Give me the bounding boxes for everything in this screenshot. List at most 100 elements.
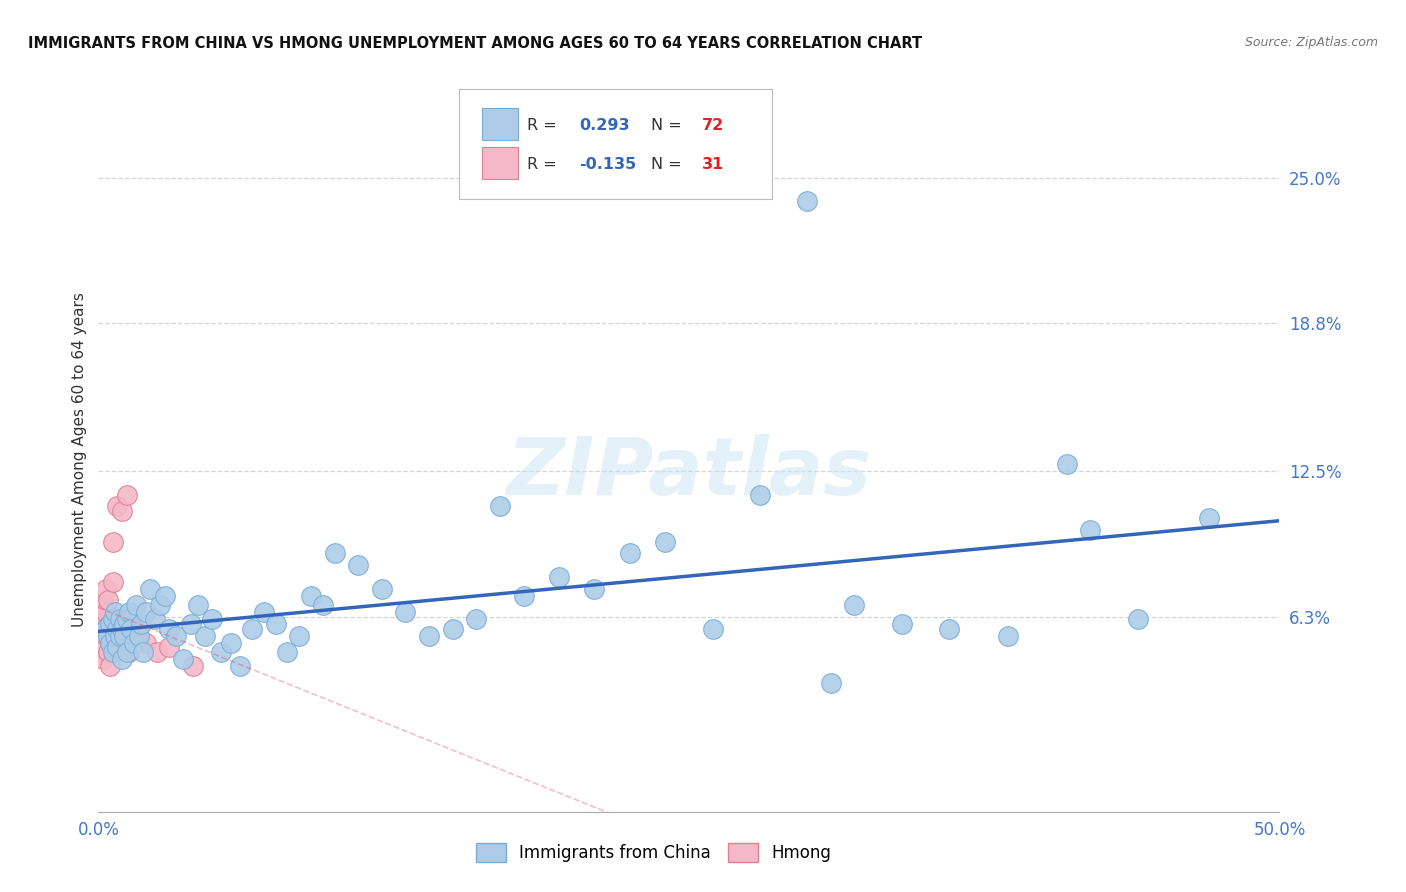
Point [90, 616, 112, 631]
Point [105, 622, 128, 636]
Point [512, 589, 534, 603]
Point [441, 622, 464, 636]
Text: R =: R = [527, 157, 562, 172]
Point [132, 645, 155, 659]
Point [890, 616, 912, 631]
Point [1056, 457, 1078, 471]
Point [97, 622, 120, 636]
Point [125, 598, 148, 612]
Text: R =: R = [527, 118, 562, 133]
Text: ZIPatlas: ZIPatlas [506, 434, 872, 513]
Point [702, 622, 724, 636]
Point [104, 628, 127, 642]
Point [229, 659, 252, 673]
Point [157, 640, 180, 655]
Point [97, 645, 120, 659]
Point [201, 612, 224, 626]
Point [748, 487, 770, 501]
Point [288, 628, 311, 642]
Point [112, 622, 135, 636]
Point [1198, 511, 1220, 525]
Point [323, 546, 346, 560]
Point [105, 500, 128, 514]
Y-axis label: Unemployment Among Ages 60 to 64 years: Unemployment Among Ages 60 to 64 years [72, 292, 87, 627]
Point [101, 645, 124, 659]
Point [135, 605, 157, 619]
Point [90, 640, 112, 655]
Point [548, 570, 571, 584]
Point [418, 628, 440, 642]
FancyBboxPatch shape [482, 146, 517, 179]
Point [115, 645, 138, 659]
Point [129, 616, 152, 631]
Point [97, 628, 120, 642]
Point [165, 628, 187, 642]
Point [796, 194, 818, 208]
Point [97, 593, 120, 607]
Point [135, 635, 157, 649]
Text: N =: N = [651, 157, 688, 172]
Point [489, 500, 512, 514]
Point [253, 605, 276, 619]
Text: N =: N = [651, 118, 688, 133]
Point [209, 645, 232, 659]
Point [115, 612, 138, 626]
Point [128, 628, 150, 642]
Point [98, 616, 121, 631]
Text: IMMIGRANTS FROM CHINA VS HMONG UNEMPLOYMENT AMONG AGES 60 TO 64 YEARS CORRELATIO: IMMIGRANTS FROM CHINA VS HMONG UNEMPLOYM… [28, 36, 922, 51]
Point [115, 487, 138, 501]
Point [112, 628, 135, 642]
Text: Source: ZipAtlas.com: Source: ZipAtlas.com [1244, 36, 1378, 49]
Point [111, 504, 134, 518]
Point [98, 616, 121, 631]
Point [108, 628, 131, 642]
Point [276, 645, 298, 659]
Point [219, 635, 242, 649]
Point [172, 652, 194, 666]
Point [465, 612, 488, 626]
Point [104, 616, 127, 631]
Point [112, 616, 135, 631]
Point [98, 635, 121, 649]
Point [240, 622, 263, 636]
Point [94, 582, 117, 596]
Point [105, 640, 128, 655]
Point [153, 589, 176, 603]
Point [108, 612, 131, 626]
Point [157, 622, 180, 636]
Point [146, 645, 169, 659]
Point [111, 652, 134, 666]
Point [98, 659, 121, 673]
Text: 0.293: 0.293 [579, 118, 630, 133]
Point [143, 612, 166, 626]
Point [121, 622, 143, 636]
Point [654, 534, 676, 549]
Point [619, 546, 641, 560]
Point [371, 582, 394, 596]
Point [94, 628, 117, 642]
Point [98, 635, 121, 649]
Point [938, 622, 960, 636]
Point [299, 589, 322, 603]
Point [94, 622, 117, 636]
Point [118, 605, 141, 619]
Point [312, 598, 335, 612]
Point [264, 616, 287, 631]
FancyBboxPatch shape [482, 108, 517, 140]
Text: 72: 72 [702, 118, 724, 133]
Point [101, 534, 124, 549]
Point [111, 622, 134, 636]
Point [1080, 523, 1102, 537]
Point [94, 605, 117, 619]
Point [187, 598, 209, 612]
Point [583, 582, 606, 596]
Point [194, 628, 217, 642]
Point [139, 582, 162, 596]
Legend: Immigrants from China, Hmong: Immigrants from China, Hmong [468, 834, 839, 871]
Point [105, 622, 128, 636]
Text: 31: 31 [702, 157, 724, 172]
Point [180, 616, 202, 631]
Point [108, 612, 131, 626]
Point [118, 645, 141, 659]
Point [1126, 612, 1149, 626]
